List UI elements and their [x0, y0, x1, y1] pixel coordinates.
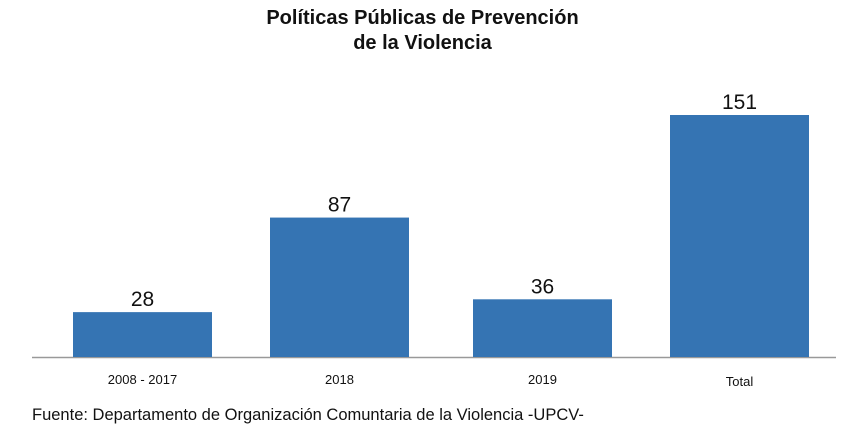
bar-0 [73, 312, 212, 357]
chart-title-line-2: de la Violencia [353, 32, 492, 54]
data-label-1: 87 [328, 194, 351, 217]
x-tick-label-3: Total [726, 374, 754, 389]
x-tick-label-0: 2008 - 2017 [108, 372, 177, 387]
data-label-0: 28 [131, 288, 154, 311]
data-label-3: 151 [722, 91, 757, 114]
data-label-2: 36 [531, 275, 554, 298]
x-tick-label-2: 2019 [528, 372, 557, 387]
chart-title-line-1: Políticas Públicas de Prevención [266, 7, 579, 29]
bar-1 [270, 217, 409, 357]
source-note: Fuente: Departamento de Organización Com… [32, 406, 584, 424]
x-tick-label-1: 2018 [325, 372, 354, 387]
bar-3 [670, 115, 809, 357]
bar-2 [473, 299, 612, 357]
chart-title: Políticas Públicas de Prevención de la V… [0, 6, 845, 56]
